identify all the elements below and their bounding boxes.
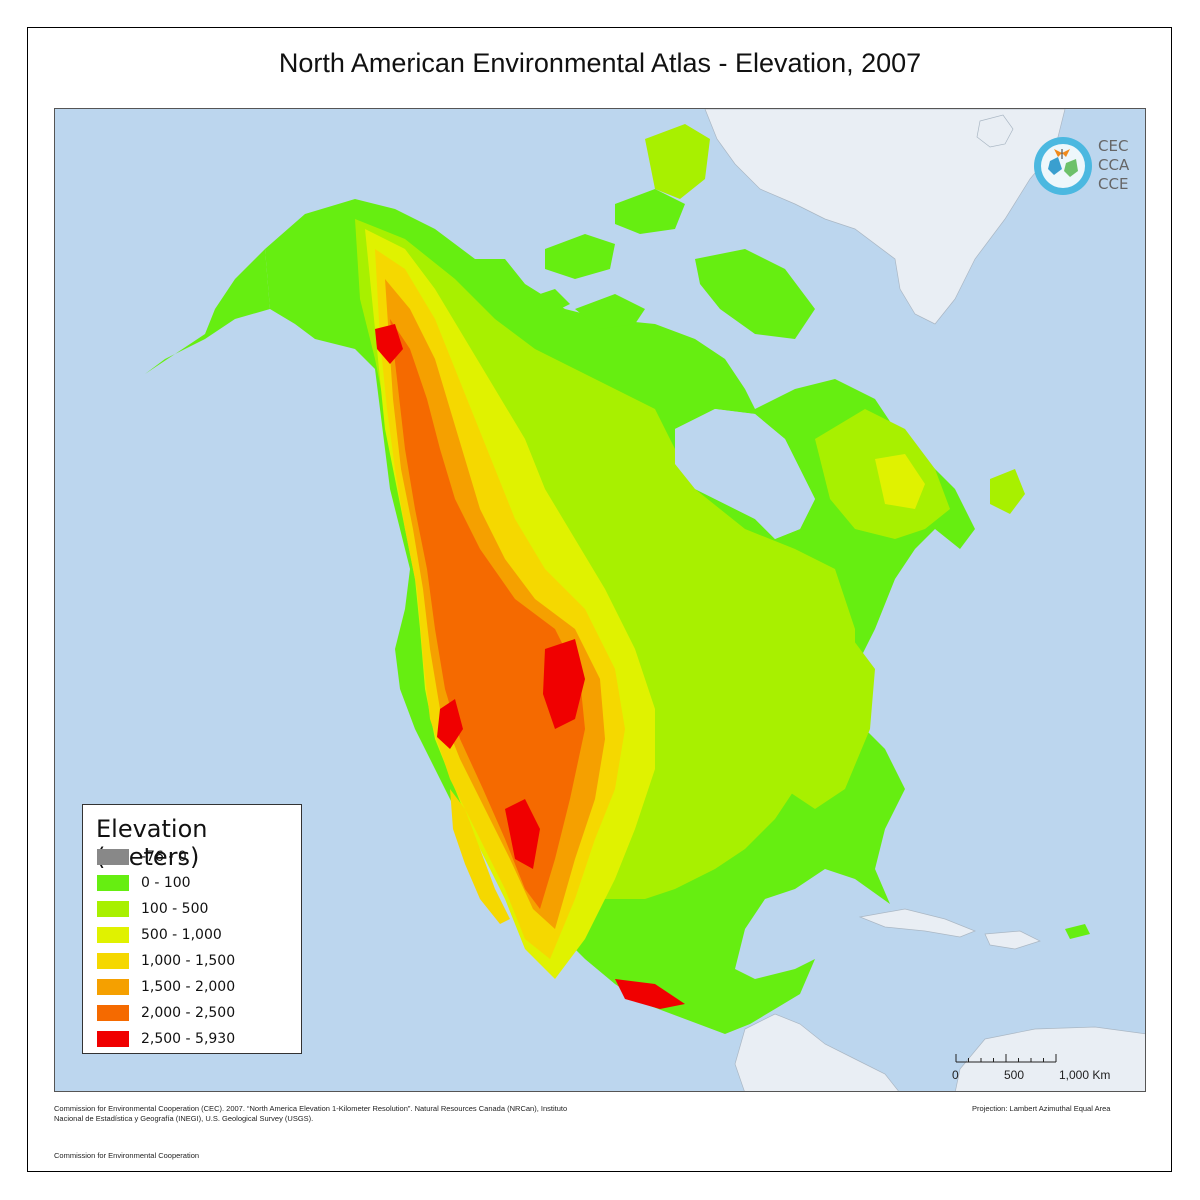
legend-swatch: [97, 901, 129, 917]
arctic-island-3: [645, 124, 710, 199]
arctic-island-4: [695, 249, 815, 339]
legend-label: 2,000 - 2,500: [141, 1005, 236, 1021]
legend-label: 1,500 - 2,000: [141, 979, 236, 995]
greenland: [704, 109, 1066, 325]
legend-swatch: [97, 1005, 129, 1021]
peak-sierra-nevada: [437, 699, 463, 749]
hudson-bay-overlay: [675, 409, 815, 539]
peak-trans-mexican: [615, 979, 685, 1009]
cec-logo-line-3: CCE: [1098, 175, 1129, 193]
elev-500-1000-labrador: [875, 454, 925, 509]
map-title: North American Environmental Atlas - Ele…: [278, 48, 922, 78]
scale-bar: 0 500 1,000 Km: [950, 1050, 1130, 1085]
legend-label: 1,000 - 1,500: [141, 953, 236, 969]
legend-title: Elevation (meters): [96, 815, 208, 871]
legend-label: 0 - 100: [141, 875, 191, 891]
baja-california: [450, 789, 510, 924]
alaska-west: [145, 249, 270, 374]
footer-organization: Commission for Environmental Cooperation: [54, 1151, 200, 1160]
legend-swatch: [97, 979, 129, 995]
cec-logo-line-1: CEC: [1098, 137, 1129, 155]
arctic-island-1: [545, 234, 615, 279]
peak-colorado-rockies: [543, 639, 585, 729]
south-america-north: [955, 1026, 1145, 1091]
legend-swatch: [97, 875, 129, 891]
peak-mexico-sierra: [505, 799, 540, 869]
legend-swatch: [97, 953, 129, 969]
legend-swatch: [97, 1031, 129, 1047]
projection-note: Projection: Lambert Azimuthal Equal Area: [972, 1104, 1111, 1113]
scale-bar-ticks: [955, 1054, 1057, 1063]
central-america: [734, 1013, 899, 1091]
newfoundland: [990, 469, 1025, 514]
scale-label-0: 0: [952, 1068, 959, 1082]
appalachian-upland: [775, 629, 875, 809]
elevation-legend: Elevation (meters) -76 - 0 0 - 100 100 -…: [82, 804, 302, 1054]
cuba: [858, 908, 976, 938]
arctic-island-5: [575, 294, 645, 329]
bahamas: [1065, 924, 1090, 939]
iceland-west: [976, 114, 1014, 148]
legend-label: -76 - 0: [141, 849, 187, 865]
legend-label: 500 - 1,000: [141, 927, 222, 943]
legend-label: 2,500 - 5,930: [141, 1031, 236, 1047]
elev-2000-2500: [390, 319, 585, 909]
arctic-island-2: [615, 189, 685, 234]
peak-alaska-range: [375, 324, 403, 364]
cec-logo-text: CEC CCA CCE: [1098, 137, 1129, 194]
arctic-island-6: [525, 289, 570, 314]
cec-logo-line-2: CCA: [1098, 156, 1130, 174]
scale-label-500: 500: [1004, 1068, 1025, 1082]
data-citation: Commission for Environmental Cooperation…: [54, 1104, 568, 1123]
monarch-butterfly-globe-icon: [1034, 137, 1092, 195]
hispaniola: [984, 930, 1041, 950]
scale-label-1000: 1,000 Km: [1059, 1068, 1111, 1082]
legend-swatch: [97, 927, 129, 943]
legend-label: 100 - 500: [141, 901, 209, 917]
cec-logo: [1032, 135, 1132, 197]
legend-swatch: [97, 849, 129, 865]
